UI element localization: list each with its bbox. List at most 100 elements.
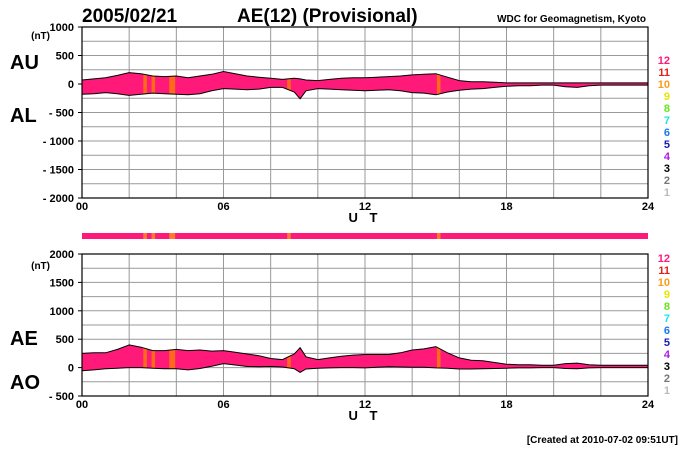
au-al-outline [81,70,648,100]
ae-ao-grid [82,254,648,396]
coverage-bar [82,233,648,239]
x-tick-label: 00 [76,399,88,411]
au-al-unit: (nT) [31,31,50,42]
au-al-fill [82,71,648,99]
y-tick-label: 1000 [50,306,74,318]
x-tick-label: 24 [642,201,655,213]
gap-intervals [143,71,441,99]
source-label: WDC for Geomagnetism, Kyoto [497,14,646,25]
ae-ao-frame [81,253,649,397]
legend-item: 9 [664,91,670,103]
legend-item: 8 [664,103,670,115]
x-tick-label: 06 [217,201,229,213]
legend-item: 6 [664,325,670,337]
legend-item: 7 [664,115,670,127]
x-tick-label: 00 [76,201,88,213]
legend-item: 4 [664,151,671,163]
y-tick-label: 2000 [50,249,74,261]
legend-item: 4 [664,349,671,361]
legend-item: 6 [664,127,670,139]
gap-interval [287,71,291,99]
coverage-bar-gap [436,233,441,239]
x-tick-label: 12 [359,399,371,411]
gap-intervals [143,344,441,373]
x-tick-label: 24 [642,399,655,411]
created-stamp: [Created at 2010-07-02 09:51UT] [527,435,678,446]
index-title: AE(12) (Provisional) [237,6,418,27]
legend-item: 10 [658,79,670,91]
legend-item: 5 [664,139,670,151]
ae-ao-fill [82,344,648,373]
coverage-bar-gap [143,233,147,239]
legend-item: 12 [658,253,670,265]
y-tick-label: 1000 [50,22,74,34]
ae-ao-unit: (nT) [31,261,50,272]
coverage-bar-fill [82,233,648,239]
legend-item: 1 [664,385,670,397]
x-tick-label: 06 [217,399,229,411]
ao-line [81,363,648,373]
legend-item: 7 [664,313,670,325]
coverage-bar-gap [169,233,176,239]
ae-ao-xlabel: U T [349,408,382,423]
y-tick-label: - 500 [49,108,74,120]
gap-interval [169,71,176,99]
legend-item: 2 [664,175,670,187]
y-tick-label: 500 [56,334,74,346]
ae-ao-area [82,344,648,373]
y-tick-label: - 500 [49,391,74,403]
au-al-xlabel: U T [349,210,382,225]
ae-ao-x-ticks: 00 06 12 18 24 [76,399,655,411]
legend-item: 8 [664,301,670,313]
legend-item: 9 [664,289,670,301]
y-tick-label: - 1000 [43,136,74,148]
au-al-area [82,71,648,99]
gap-interval [151,344,156,373]
au-al-x-ticks: 00 06 12 18 24 [76,201,655,213]
legend-item: 3 [664,163,670,175]
y-tick-label: 1500 [50,277,74,289]
legend-item: 11 [658,67,670,79]
date-title: 2005/02/21 [82,6,178,27]
legend-item: 11 [658,265,670,277]
x-tick-label: 18 [500,399,512,411]
au-al-grid [82,27,648,198]
al-label: AL [10,105,37,127]
y-tick-label: - 2000 [43,193,74,205]
y-tick-label: 0 [68,79,74,91]
gap-interval [169,344,176,373]
ae-label: AE [10,328,38,350]
gap-interval [436,344,441,373]
legend-item: 3 [664,361,670,373]
legend-item: 1 [664,187,670,199]
legend-item: 5 [664,337,670,349]
y-tick-label: 500 [56,51,74,63]
gap-interval [287,344,291,373]
y-tick-label: - 1500 [43,165,74,177]
legend-item: 2 [664,373,670,385]
gap-interval [143,344,147,373]
coverage-bar-gap [151,233,156,239]
x-tick-label: 12 [359,201,371,213]
al-line [81,84,648,100]
ae-line [81,344,648,366]
gap-interval [436,71,441,99]
au-label: AU [10,52,39,74]
ae-ao-y-ticks: 2000 1500 1000 500 0 - 500 [49,249,82,403]
au-al-y-ticks: 1000 500 0 - 500 - 1000 - 1500 - 2000 [43,22,82,205]
gap-interval [143,71,147,99]
ao-label: AO [10,372,40,394]
au-line [81,70,648,84]
y-tick-label: 0 [68,363,74,375]
x-tick-label: 18 [500,201,512,213]
coverage-bar-gap [287,233,291,239]
legend-item: 10 [658,277,670,289]
ae-ao-outline [81,344,648,373]
legend-item: 12 [658,55,670,67]
